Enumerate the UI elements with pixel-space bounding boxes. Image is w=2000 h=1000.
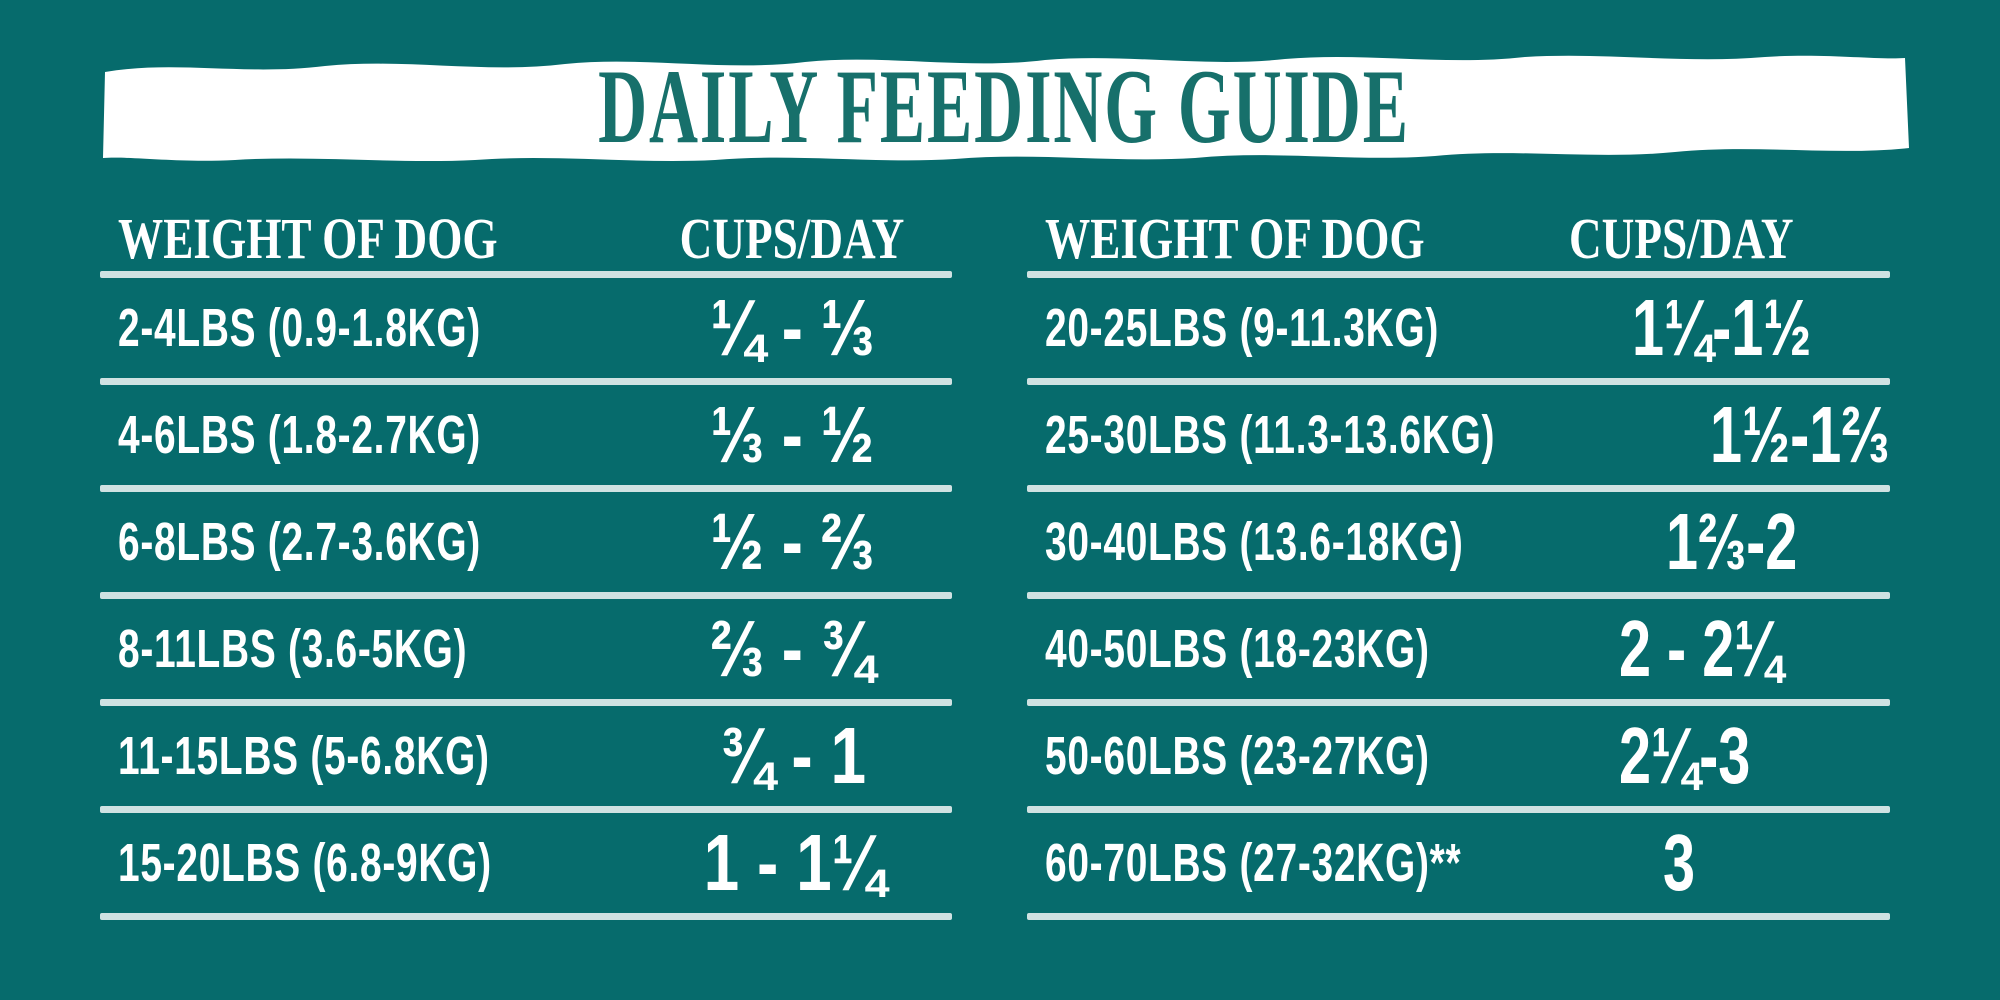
- table-header-row: WEIGHT OF DOG CUPS/DAY: [1027, 205, 1890, 271]
- cups-cell: ¾ - 1: [720, 711, 867, 800]
- table-row: 20-25LBS (9-11.3KG) 1¼-1½: [1027, 278, 1890, 378]
- table-row: 15-20LBS (6.8-9KG) 1 - 1¼: [100, 813, 952, 913]
- cups-cell: 1¼-1½: [1632, 283, 1812, 372]
- weight-cell: 30-40LBS (13.6-18KG): [1045, 512, 1464, 572]
- title-banner: DAILY FEEDING GUIDE: [95, 48, 1913, 165]
- cups-cell: 1 - 1¼: [703, 818, 886, 907]
- row-divider: [100, 592, 952, 599]
- weight-cell: 2-4LBS (0.9-1.8KG): [118, 298, 481, 358]
- weight-cell: 25-30LBS (11.3-13.6KG): [1045, 405, 1496, 465]
- weight-cell: 6-8LBS (2.7-3.6KG): [118, 512, 481, 572]
- page-title: DAILY FEEDING GUIDE: [598, 47, 1410, 165]
- weight-cell: 60-70LBS (27-32KG)**: [1045, 833, 1462, 893]
- row-divider: [1027, 806, 1890, 813]
- table-row: 40-50LBS (18-23KG) 2 - 2¼: [1027, 599, 1890, 699]
- row-divider: [1027, 271, 1890, 278]
- weight-cell: 15-20LBS (6.8-9KG): [118, 833, 492, 893]
- cups-cell: 3: [1663, 818, 1696, 907]
- banner-torn-paper-background: [103, 55, 1909, 162]
- table-row: 4-6LBS (1.8-2.7KG) ⅓ - ½: [100, 385, 952, 485]
- weight-cell: 50-60LBS (23-27KG): [1045, 726, 1430, 786]
- row-divider: [100, 806, 952, 813]
- feeding-tables: WEIGHT OF DOG CUPS/DAY 2-4LBS (0.9-1.8KG…: [100, 205, 1890, 920]
- table-row: 50-60LBS (23-27KG) 2¼-3: [1027, 706, 1890, 806]
- cups-column-header: CUPS/DAY: [1569, 205, 1794, 271]
- table-header-row: WEIGHT OF DOG CUPS/DAY: [100, 205, 952, 271]
- cups-cell: ¼ - ⅓: [710, 283, 874, 372]
- table-row: 11-15LBS (5-6.8KG) ¾ - 1: [100, 706, 952, 806]
- weight-cell: 20-25LBS (9-11.3KG): [1045, 298, 1439, 358]
- weight-cell: 11-15LBS (5-6.8KG): [118, 726, 490, 786]
- table-row: 6-8LBS (2.7-3.6KG) ½ - ⅔: [100, 492, 952, 592]
- cups-cell: 1⅔-2: [1666, 497, 1798, 586]
- row-divider: [1027, 699, 1890, 706]
- weight-cell: 4-6LBS (1.8-2.7KG): [118, 405, 481, 465]
- feeding-table-small-dogs: WEIGHT OF DOG CUPS/DAY 2-4LBS (0.9-1.8KG…: [100, 205, 952, 920]
- cups-cell: 2 - 2¼: [1619, 604, 1783, 693]
- cups-cell: ⅔ - ¾: [710, 604, 874, 693]
- cups-cell: ⅓ - ½: [710, 390, 874, 479]
- cups-cell: 2¼-3: [1619, 711, 1751, 800]
- weight-cell: 40-50LBS (18-23KG): [1045, 619, 1430, 679]
- row-divider: [1027, 913, 1890, 920]
- row-divider: [100, 378, 952, 385]
- weight-column-header: WEIGHT OF DOG: [1045, 205, 1425, 271]
- table-row: 60-70LBS (27-32KG)** 3: [1027, 813, 1890, 913]
- weight-column-header: WEIGHT OF DOG: [118, 205, 498, 271]
- weight-cell: 8-11LBS (3.6-5KG): [118, 619, 468, 679]
- row-divider: [1027, 485, 1890, 492]
- row-divider: [100, 485, 952, 492]
- row-divider: [1027, 378, 1890, 385]
- row-divider: [100, 271, 952, 278]
- row-divider: [100, 699, 952, 706]
- table-row: 2-4LBS (0.9-1.8KG) ¼ - ⅓: [100, 278, 952, 378]
- cups-column-header: CUPS/DAY: [679, 205, 905, 271]
- cups-cell: ½ - ⅔: [710, 497, 874, 586]
- cups-cell: 1½-1⅔: [1710, 390, 1890, 479]
- row-divider: [1027, 592, 1890, 599]
- table-row: 30-40LBS (13.6-18KG) 1⅔-2: [1027, 492, 1890, 592]
- table-row: 25-30LBS (11.3-13.6KG) 1½-1⅔: [1027, 385, 1890, 485]
- row-divider: [100, 913, 952, 920]
- feeding-table-large-dogs: WEIGHT OF DOG CUPS/DAY 20-25LBS (9-11.3K…: [1027, 205, 1890, 920]
- table-row: 8-11LBS (3.6-5KG) ⅔ - ¾: [100, 599, 952, 699]
